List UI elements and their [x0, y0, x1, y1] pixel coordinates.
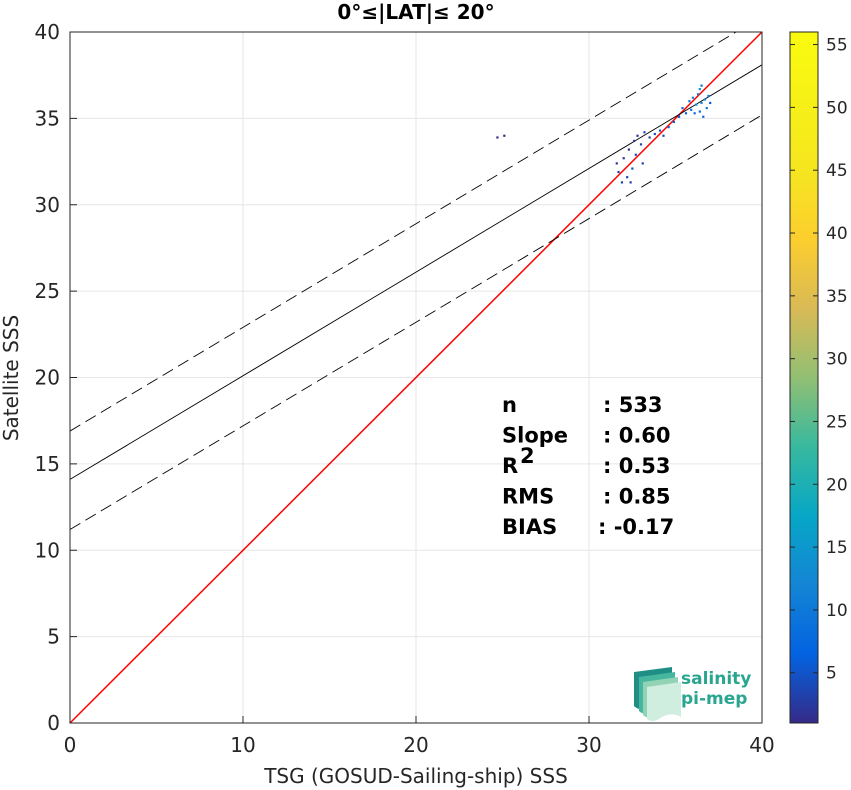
stat-value: : 0.60 [603, 424, 671, 448]
data-point [634, 153, 637, 156]
data-point [629, 181, 632, 184]
data-point [684, 112, 688, 115]
stat-label: BIAS [502, 515, 557, 539]
data-point [653, 132, 656, 136]
y-tick-label: 15 [35, 452, 60, 476]
colorbar-tick-label: 25 [826, 412, 848, 432]
y-tick-label: 35 [35, 106, 60, 130]
data-point [691, 96, 694, 99]
data-point [615, 162, 618, 165]
y-tick-label: 10 [35, 538, 60, 562]
colorbar-ticks: 5 10 15 20 25 30 35 40 45 50 55 [790, 36, 848, 684]
colorbar-tick-label: 15 [826, 538, 848, 558]
y-tick-label: 25 [35, 279, 60, 303]
data-point [698, 110, 701, 113]
chart-title: 0°≤|LAT|≤ 20° [337, 0, 494, 24]
logo-line1: salinity [681, 669, 751, 689]
x-axis-label: TSG (GOSUD-Sailing-ship) SSS [263, 764, 568, 788]
x-tick-label: 30 [576, 733, 601, 757]
logo-line2: pi-mep [681, 689, 747, 709]
stat-value: : 533 [603, 393, 663, 417]
colorbar-tick-label: 50 [826, 98, 848, 118]
data-point [702, 115, 705, 118]
data-point [667, 126, 670, 129]
data-point [677, 115, 681, 118]
x-tick-label: 10 [230, 733, 255, 757]
x-tick-label: 0 [64, 733, 77, 757]
stat-label: Slope [502, 424, 568, 448]
data-point [705, 107, 708, 110]
stat-label-superscript: 2 [520, 444, 535, 468]
stat-label: R [502, 454, 518, 478]
data-point [707, 94, 710, 98]
y-tick-label: 0 [47, 711, 60, 735]
data-point [643, 131, 646, 134]
colorbar-tick-label: 45 [826, 161, 848, 181]
data-point [698, 88, 701, 91]
colorbar-tick-label: 5 [826, 664, 837, 684]
identity-line [70, 32, 762, 723]
y-axis-label: Satellite SSS [0, 315, 23, 441]
y-tick-label: 40 [35, 20, 60, 44]
data-point [681, 107, 684, 110]
data-point [636, 134, 639, 137]
data-point [672, 120, 675, 124]
stat-label: RMS [502, 485, 554, 509]
stat-label: n [502, 393, 517, 417]
colorbar-tick-label: 10 [826, 601, 848, 621]
data-point [693, 112, 696, 115]
data-point [696, 93, 700, 96]
y-tick-label: 5 [47, 625, 60, 649]
data-point [622, 157, 625, 160]
stats-box: n : 533 Slope : 0.60 R 2 : 0.53 RMS : 0.85 BIAS : … [502, 393, 674, 539]
x-axis-ticks: 0 10 20 30 40 [64, 716, 775, 757]
data-point [700, 84, 703, 87]
data-point [617, 170, 620, 174]
data-point [627, 148, 630, 151]
data-point [632, 139, 636, 143]
colorbar [789, 31, 819, 724]
data-point [695, 103, 698, 106]
fit-lines [70, 32, 762, 723]
colorbar-tick-label: 40 [826, 224, 848, 244]
data-point [690, 108, 693, 111]
y-axis-ticks: 0 5 10 15 20 25 30 35 40 [35, 20, 77, 735]
data-point [496, 136, 499, 139]
x-tick-label: 40 [749, 733, 774, 757]
data-point [626, 176, 629, 179]
stat-value: : 0.85 [603, 485, 671, 509]
y-tick-label: 30 [35, 193, 60, 217]
logo-wave-icon [634, 667, 681, 721]
fit-upper-line [70, 32, 737, 432]
data-point [700, 101, 703, 105]
data-point [631, 167, 634, 170]
data-point [688, 100, 691, 103]
data-point [709, 101, 712, 105]
data-point [703, 98, 707, 101]
colorbar-tick-label: 55 [826, 36, 848, 56]
data-point [662, 134, 665, 137]
colorbar-tick-label: 30 [826, 350, 848, 370]
colorbar-tick-label: 20 [826, 475, 848, 495]
data-point [658, 129, 662, 132]
colorbar-tick-label: 35 [826, 287, 848, 307]
salinity-pi-mep-logo: salinity pi-mep [634, 667, 751, 721]
x-tick-label: 20 [403, 733, 428, 757]
data-point [639, 143, 643, 146]
fit-line [70, 64, 762, 480]
stat-value: : -0.17 [598, 515, 674, 539]
fit-lower-line [70, 114, 762, 530]
scatter-points [496, 84, 712, 184]
data-point [641, 162, 644, 165]
stat-value: : 0.53 [603, 454, 671, 478]
data-point [620, 181, 624, 184]
data-point [648, 136, 651, 139]
y-tick-label: 20 [35, 366, 60, 390]
data-point [503, 134, 506, 137]
